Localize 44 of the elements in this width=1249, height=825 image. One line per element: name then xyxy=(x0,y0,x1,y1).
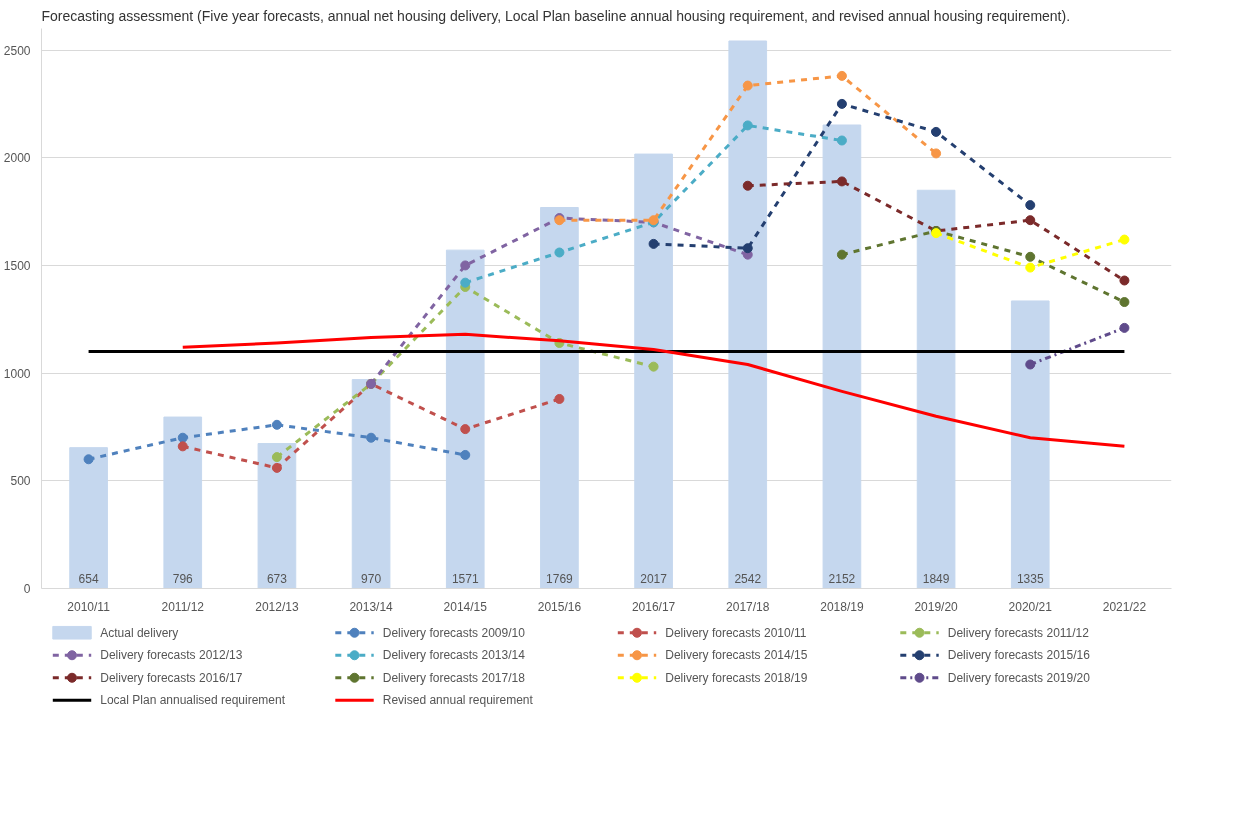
y-tick-label: 1500 xyxy=(3,258,31,273)
x-tick-label: 2017/18 xyxy=(726,599,770,614)
legend-label: Delivery forecasts 2013/14 xyxy=(382,648,526,663)
x-tick-label: 2012/13 xyxy=(255,599,299,614)
y-tick-label: 2000 xyxy=(3,151,31,166)
y-tick-label: 500 xyxy=(10,474,31,489)
y-tick-label: 2500 xyxy=(3,43,31,58)
data-label: 1335 xyxy=(1016,571,1044,586)
data-label: 970 xyxy=(361,571,382,586)
data-label: 2017 xyxy=(640,571,668,586)
y-tick-label: 1000 xyxy=(3,366,31,381)
data-label: 673 xyxy=(266,571,288,586)
legend-label: Delivery forecasts 2012/13 xyxy=(100,648,243,663)
legend-label: Delivery forecasts 2010/11 xyxy=(665,625,807,640)
legend-label: Delivery forecasts 2018/19 xyxy=(665,670,808,685)
legend-label: Revised annual requirement xyxy=(382,693,534,708)
legend-label: Delivery forecasts 2014/15 xyxy=(665,648,808,663)
data-label: 1849 xyxy=(922,571,950,586)
y-tick-label: 0 xyxy=(23,582,31,596)
x-tick-label: 2016/17 xyxy=(631,599,676,614)
data-label: 796 xyxy=(172,571,194,586)
x-tick-label: 2021/22 xyxy=(1102,599,1147,614)
x-tick-label: 2019/20 xyxy=(914,599,959,614)
legend-label: Delivery forecasts 2017/18 xyxy=(382,670,526,685)
legend-label: Delivery forecasts 2019/20 xyxy=(947,670,1091,685)
x-tick-label: 2014/15 xyxy=(443,599,488,614)
legend-label: Local Plan annualised requirement xyxy=(100,693,286,708)
data-label: 2152 xyxy=(828,571,856,586)
x-tick-label: 2013/14 xyxy=(349,599,394,614)
x-tick-label: 2015/16 xyxy=(537,599,582,614)
data-label: 1571 xyxy=(451,571,479,586)
legend-label: Actual delivery xyxy=(100,625,179,640)
data-label: 654 xyxy=(78,571,99,586)
legend-label: Delivery forecasts 2009/10 xyxy=(382,625,526,640)
chart-title: Forecasting assessment (Five year forecasts, annual net housing delivery, Local Plan baseline annual housing requirement, and revised annual housing requirement). xyxy=(41,7,1071,24)
data-label: 1769 xyxy=(546,571,574,586)
legend-label: Delivery forecasts 2011/12 xyxy=(947,625,1090,640)
x-tick-label: 2011/12 xyxy=(161,599,205,614)
x-tick-label: 2018/19 xyxy=(820,599,864,614)
legend-label: Delivery forecasts 2015/16 xyxy=(947,648,1091,663)
data-label: 2542 xyxy=(734,571,762,586)
legend-label: Delivery forecasts 2016/17 xyxy=(100,670,243,685)
x-tick-label: 2020/21 xyxy=(1008,599,1053,614)
x-tick-label: 2010/11 xyxy=(67,599,111,614)
